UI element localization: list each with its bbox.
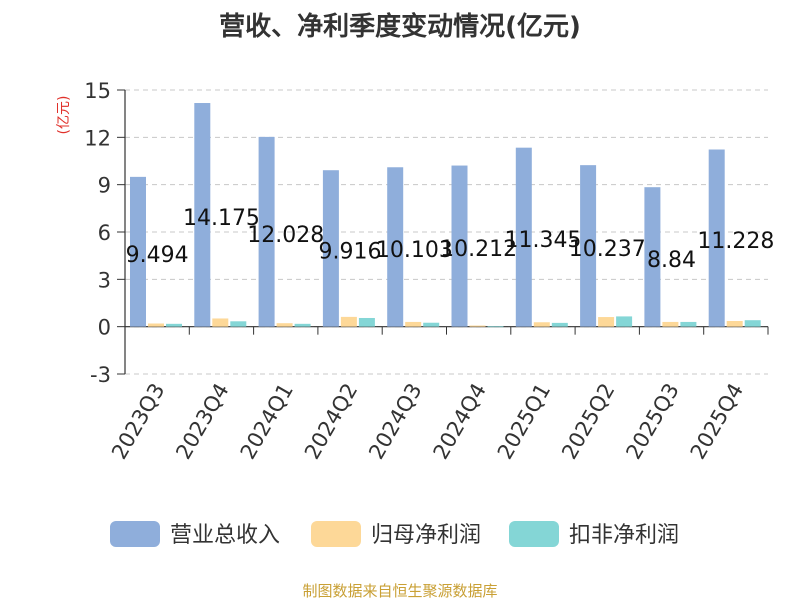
x-tick-label: 2024Q4: [429, 379, 491, 463]
bar-3: [423, 322, 440, 327]
bar-3: [358, 317, 375, 327]
y-tick-label: 9: [98, 174, 111, 198]
bar-1: [130, 176, 146, 327]
data-label: 9.494: [126, 243, 189, 268]
bar-3: [616, 316, 633, 327]
bar-2: [340, 316, 357, 327]
bar-1: [580, 165, 597, 327]
bar-1: [387, 167, 404, 327]
data-label: 10.237: [569, 237, 646, 262]
legend-label: 归母净利润: [371, 523, 481, 548]
bar-3: [230, 321, 247, 327]
bar-1: [194, 103, 211, 327]
data-label: 10.103: [376, 238, 453, 263]
bar-2: [662, 321, 679, 327]
bar-2: [405, 321, 422, 327]
data-label: 11.228: [697, 229, 774, 254]
data-label: 10.212: [440, 237, 517, 262]
y-tick-label: 0: [98, 316, 111, 340]
bar-2: [469, 325, 486, 327]
y-tick-label: 12: [84, 126, 111, 150]
bar-3: [166, 323, 182, 327]
y-tick-label: 15: [84, 79, 111, 103]
legend-swatch: [509, 521, 559, 547]
y-tick-label: 6: [98, 221, 111, 245]
x-tick-label: 2025Q2: [557, 379, 619, 463]
bar-2: [148, 323, 164, 327]
legend-swatch: [110, 521, 160, 547]
data-label: 9.916: [319, 239, 382, 264]
data-label: 11.345: [504, 228, 581, 253]
x-tick-label: 2025Q1: [493, 379, 555, 463]
x-tick-label: 2025Q3: [621, 379, 683, 463]
bar-3: [744, 320, 761, 327]
legend-label: 扣非净利润: [569, 523, 679, 548]
x-tick-label: 2024Q1: [236, 379, 298, 463]
source-footnote: 制图数据来自恒生聚源数据库: [302, 582, 498, 600]
bar-1: [515, 147, 532, 327]
bar-1: [258, 136, 275, 327]
chart-title: 营收、净利季度变动情况(亿元): [219, 12, 581, 42]
y-tick-label: -3: [90, 363, 111, 387]
bar-3: [680, 321, 697, 327]
bar-2: [598, 317, 615, 327]
x-tick-label: 2023Q4: [171, 379, 233, 463]
bar-1: [322, 170, 339, 327]
legend-label: 营业总收入: [170, 523, 280, 548]
legend-swatch: [311, 521, 361, 547]
y-tick-label: 3: [98, 268, 111, 292]
x-tick-label: 2025Q4: [686, 379, 748, 463]
bar-2: [533, 322, 550, 327]
bar-3: [487, 326, 504, 328]
x-tick-label: 2024Q3: [364, 379, 426, 463]
data-label: 12.028: [247, 223, 324, 248]
data-label: 8.84: [647, 248, 696, 273]
bar-2: [726, 320, 743, 327]
data-label: 14.175: [183, 206, 260, 231]
bar-2: [212, 318, 229, 327]
x-tick-label: 2024Q2: [300, 379, 362, 463]
y-axis-title: (亿元): [56, 96, 72, 135]
bar-2: [276, 323, 293, 327]
bar-1: [644, 187, 661, 327]
bar-1: [708, 149, 725, 327]
x-tick-label: 2023Q3: [107, 379, 169, 463]
bar-1: [451, 165, 468, 327]
bar-3: [294, 323, 311, 327]
bar-3: [551, 322, 568, 327]
